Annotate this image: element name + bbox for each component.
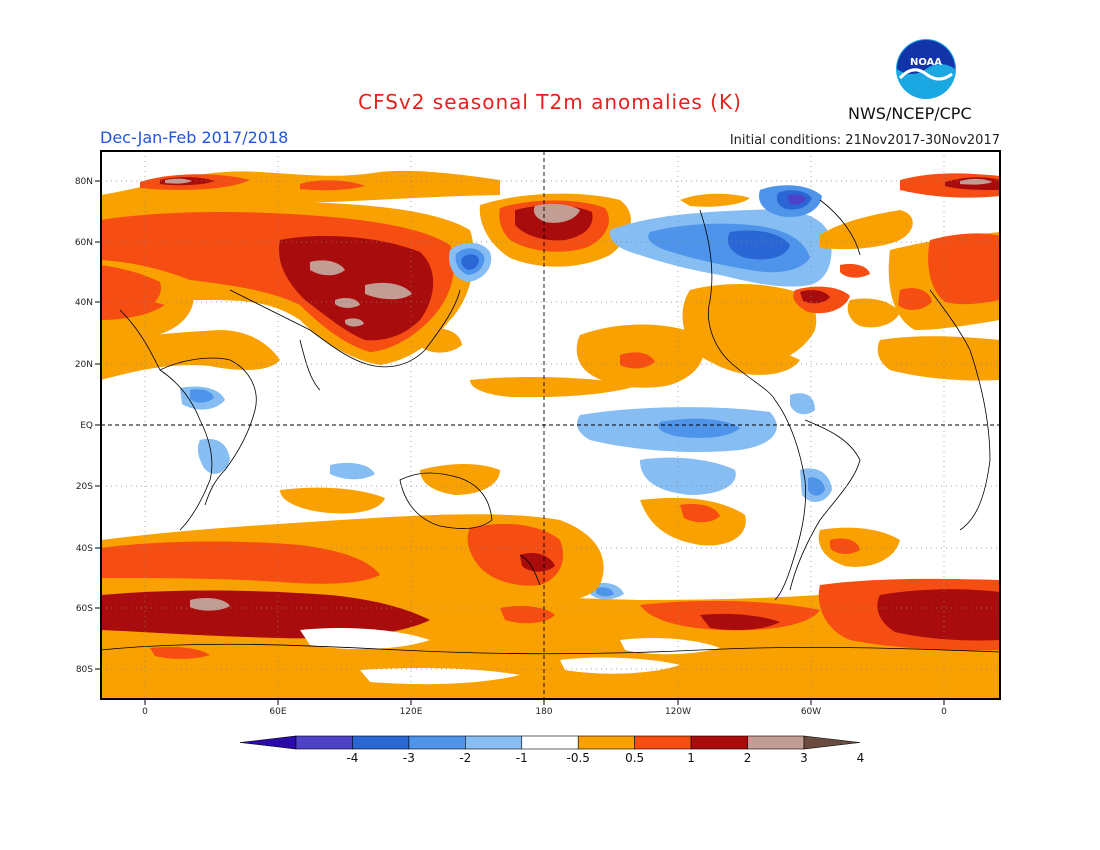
lon-ticks <box>144 699 945 705</box>
lat-label: 20N <box>75 360 93 370</box>
lat-labels: 80N 60N 40N 20N EQ 20S 40S 60S 80S <box>75 177 93 675</box>
colorbar-arrow-high <box>803 735 861 750</box>
lon-label: 60E <box>269 707 286 717</box>
colorbar-swatch <box>521 735 579 750</box>
colorbar-label: -2 <box>459 751 471 765</box>
coastlines <box>101 199 1000 655</box>
lon-label: 120W <box>665 707 691 717</box>
colorbar-label: 1 <box>687 751 695 765</box>
noaa-logo-icon: NOAA <box>896 39 956 99</box>
north-america-cold-region <box>609 185 832 287</box>
southern-ocean-warm-region <box>101 464 1000 699</box>
initial-conditions: Initial conditions: 21Nov2017-30Nov2017 <box>729 133 1000 148</box>
lat-label: 80N <box>75 177 93 187</box>
colorbar-label: 2 <box>744 751 752 765</box>
lat-label: 80S <box>76 665 93 675</box>
colorbar-label: -3 <box>403 751 415 765</box>
colorbar-label: 4 <box>857 751 865 765</box>
colorbar-arrow-low <box>239 735 297 750</box>
lon-label: 0 <box>142 707 148 717</box>
colorbar-label: -4 <box>346 751 358 765</box>
eurasia-warm-region <box>101 201 474 365</box>
lon-label: 0 <box>941 707 947 717</box>
chart-title: CFSv2 seasonal T2m anomalies (K) <box>358 90 742 114</box>
lon-label: 60W <box>801 707 821 717</box>
colorbar-swatch <box>408 735 466 750</box>
lat-label: 20S <box>76 482 93 492</box>
colorbar-label: 3 <box>800 751 808 765</box>
lon-labels: 0 60E 120E 180 120W 60W 0 <box>142 707 947 717</box>
agency-label: NWS/NCEP/CPC <box>848 104 972 123</box>
colorbar-label: -1 <box>516 751 528 765</box>
lat-ticks <box>95 180 101 670</box>
colorbar-label: 0.5 <box>625 751 644 765</box>
bering-warm-region <box>479 193 631 267</box>
season-period: Dec-Jan-Feb 2017/2018 <box>100 128 289 147</box>
noaa-logo-text: NOAA <box>910 57 942 68</box>
colorbar-swatch <box>747 735 805 750</box>
lat-label: 40S <box>76 544 93 554</box>
colorbar-swatch <box>465 735 523 750</box>
lon-label: 120E <box>400 707 423 717</box>
lat-label: 60N <box>75 238 93 248</box>
colorbar-swatch <box>634 735 692 750</box>
lat-label: EQ <box>80 421 93 431</box>
colorbar-swatch <box>352 735 410 750</box>
colorbar-swatch <box>690 735 748 750</box>
colorbar-legend: -4 -3 -2 -1 -0.5 0.5 1 2 3 4 <box>239 735 865 765</box>
colorbar-label: -0.5 <box>567 751 590 765</box>
colorbar-swatch <box>577 735 635 750</box>
arctic-warm-region <box>101 170 1000 211</box>
colorbar-swatch <box>295 735 353 750</box>
lat-label: 40N <box>75 298 93 308</box>
lon-label: 180 <box>535 707 552 717</box>
lat-label: 60S <box>76 604 93 614</box>
